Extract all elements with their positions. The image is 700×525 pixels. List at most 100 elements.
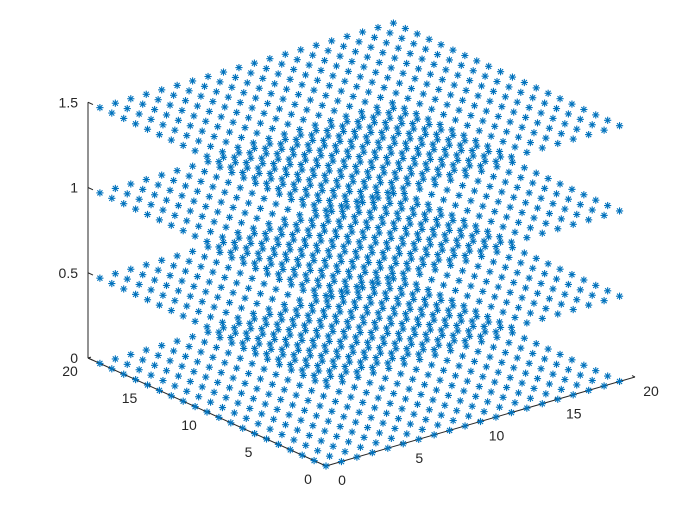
marker-stroke [318,267,325,274]
data-point [171,211,179,220]
marker-stroke [167,187,173,194]
data-point [379,304,387,312]
data-point [246,404,254,413]
marker-stroke [402,310,409,317]
marker-stroke [384,330,391,337]
data-point [505,339,513,347]
marker-stroke [189,333,196,340]
marker-stroke [450,247,457,253]
data-point [401,395,410,403]
marker-stroke [377,265,384,271]
data-point [317,352,325,360]
marker-stroke [333,318,340,325]
data-point [329,357,337,365]
data-point [450,337,458,345]
marker-stroke [534,375,541,382]
data-point [185,172,193,180]
marker-stroke [388,264,395,271]
marker-stroke [333,433,340,440]
marker-stroke [186,258,192,265]
marker-stroke [293,392,300,399]
marker-stroke [444,272,451,279]
marker-stroke [512,314,518,321]
data-point [344,238,352,246]
marker-stroke [175,202,182,209]
marker-stroke [494,249,500,255]
data-point [482,278,490,286]
data-point [243,164,251,172]
marker-stroke [450,302,456,309]
data-point [373,274,381,282]
data-point [341,448,349,456]
data-point [323,212,331,220]
marker-stroke [356,209,362,216]
data-point [390,304,398,312]
marker-stroke [577,372,584,379]
data-point [233,194,241,202]
marker-stroke [221,359,228,366]
data-point [331,397,339,406]
marker-stroke [391,425,398,432]
marker-stroke [364,339,371,346]
data-point [448,296,456,304]
marker-stroke [416,356,423,363]
data-point [151,276,159,284]
marker-stroke [529,350,536,357]
data-point [446,256,454,264]
marker-stroke [384,445,391,452]
data-point [422,330,430,338]
data-point [205,193,213,201]
marker-stroke [510,364,517,371]
data-point [360,433,368,441]
data-point [217,198,225,206]
data-point [215,328,223,336]
marker-stroke [403,231,410,237]
marker-stroke [553,276,560,282]
data-point [348,343,356,351]
marker-stroke [321,342,328,349]
marker-stroke [431,317,437,324]
marker-stroke [313,242,320,249]
marker-stroke [495,284,502,290]
z-tick-mark [87,187,94,191]
marker-stroke [350,349,357,356]
marker-stroke [158,342,165,349]
data-point [391,224,399,233]
data-point [267,260,275,268]
data-point [400,275,408,283]
marker-stroke [485,233,492,240]
marker-stroke [521,250,528,256]
marker-stroke [174,338,181,345]
marker-stroke [313,412,320,419]
marker-stroke [491,293,498,300]
data-point [435,256,443,264]
marker-stroke [445,307,452,314]
x-tick-label: 20 [643,383,659,399]
data-point [615,377,624,386]
marker-stroke [174,167,181,174]
data-point [348,313,356,321]
marker-stroke [458,232,465,239]
data-point [229,289,237,297]
data-point [403,430,411,438]
marker-stroke [353,339,360,346]
data-point [300,236,309,244]
data-point [347,308,355,316]
marker-stroke [322,263,329,269]
marker-stroke [339,208,346,215]
data-point [341,333,349,341]
data-point [526,394,534,402]
marker-stroke [437,292,443,298]
marker-stroke [426,292,433,298]
marker-stroke [355,203,361,210]
data-point [341,362,349,371]
marker-stroke [604,287,611,294]
data-point [339,298,348,306]
data-point [293,311,301,319]
data-point [346,358,354,366]
data-point [166,186,174,194]
marker-stroke [279,346,285,353]
data-point [394,415,403,423]
data-point [405,300,413,308]
marker-stroke [155,352,162,359]
